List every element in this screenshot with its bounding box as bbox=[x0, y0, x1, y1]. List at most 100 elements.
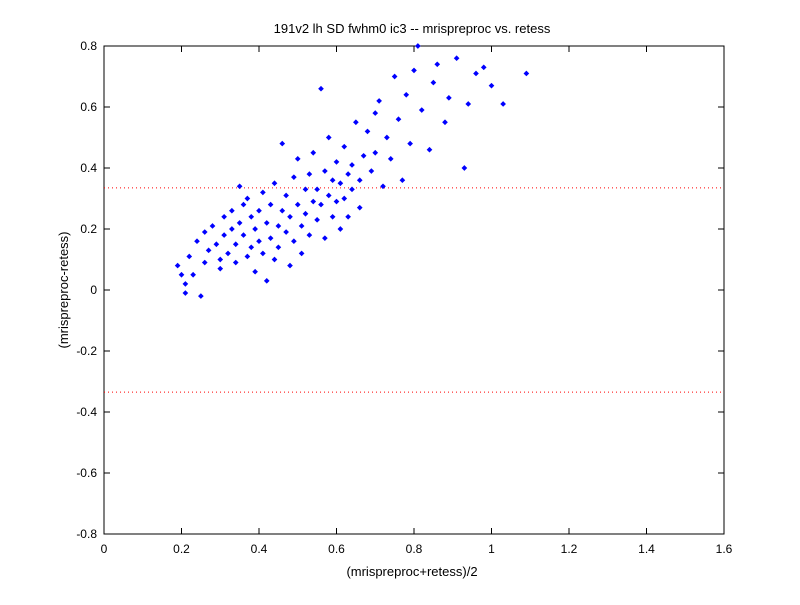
y-tick-label: -0.8 bbox=[76, 527, 97, 541]
data-point bbox=[426, 146, 433, 153]
data-point bbox=[387, 156, 394, 162]
data-point bbox=[256, 238, 262, 245]
data-point bbox=[294, 156, 301, 162]
data-point bbox=[430, 79, 437, 86]
chart-title: 191v2 lh SD fwhm0 ic3 -- mrispreproc vs.… bbox=[274, 21, 551, 36]
x-tick-label: 1.6 bbox=[716, 542, 733, 556]
x-tick-label: 0 bbox=[101, 542, 108, 556]
data-point bbox=[221, 213, 227, 220]
data-point bbox=[314, 186, 320, 193]
data-point bbox=[372, 110, 379, 116]
data-point bbox=[194, 238, 200, 245]
data-point bbox=[353, 119, 359, 126]
data-point bbox=[267, 235, 274, 241]
reference-lines bbox=[104, 187, 724, 393]
data-point bbox=[488, 82, 495, 89]
data-point bbox=[411, 67, 417, 74]
y-tick-label: -0.2 bbox=[76, 344, 97, 358]
data-point bbox=[325, 192, 332, 199]
data-point bbox=[318, 85, 324, 92]
data-points bbox=[174, 43, 530, 299]
data-point bbox=[205, 247, 212, 254]
data-point bbox=[260, 250, 266, 257]
x-tick-label: 0.8 bbox=[406, 542, 423, 556]
data-point bbox=[225, 250, 231, 257]
y-tick-label: 0 bbox=[90, 283, 97, 297]
data-point bbox=[298, 250, 305, 257]
x-axis-label: (mrispreproc+retess)/2 bbox=[346, 564, 477, 579]
data-point bbox=[201, 259, 208, 266]
data-point bbox=[523, 70, 530, 77]
data-point bbox=[310, 198, 317, 205]
data-point bbox=[291, 238, 297, 245]
data-point bbox=[314, 217, 320, 223]
data-point bbox=[364, 128, 371, 135]
axis-ticks: 0 0.2 0.4 0.6 0.8 1 1.2 1.4 1.6 -0.8 -0.6 -0.4 -0.2 0… bbox=[76, 39, 732, 556]
data-point bbox=[221, 232, 227, 238]
data-point bbox=[229, 207, 235, 214]
data-point bbox=[337, 180, 344, 187]
data-point bbox=[275, 223, 282, 229]
data-point bbox=[341, 143, 348, 150]
data-point bbox=[500, 101, 506, 107]
data-point bbox=[434, 61, 441, 68]
data-point bbox=[384, 134, 390, 141]
data-point bbox=[391, 73, 398, 80]
data-point bbox=[174, 262, 181, 269]
data-point bbox=[341, 195, 348, 202]
data-point bbox=[256, 207, 262, 214]
plot-area bbox=[103, 45, 725, 535]
data-point bbox=[248, 244, 255, 251]
data-point bbox=[442, 119, 448, 126]
x-tick-label: 1.2 bbox=[561, 542, 578, 556]
data-point bbox=[178, 271, 185, 278]
x-tick-label: 1.4 bbox=[638, 542, 655, 556]
data-point bbox=[232, 241, 239, 248]
data-point bbox=[329, 177, 336, 184]
data-point bbox=[407, 140, 413, 147]
data-point bbox=[263, 278, 270, 284]
data-point bbox=[302, 186, 309, 193]
x-tick-label: 1 bbox=[488, 542, 495, 556]
data-point bbox=[345, 171, 351, 177]
data-point bbox=[248, 213, 255, 220]
data-point bbox=[395, 116, 402, 123]
data-point bbox=[283, 229, 289, 235]
data-point bbox=[337, 226, 344, 232]
data-point bbox=[372, 149, 379, 156]
data-point bbox=[182, 290, 189, 296]
data-point bbox=[302, 210, 309, 217]
data-point bbox=[480, 64, 487, 71]
data-point bbox=[217, 265, 224, 272]
data-point bbox=[279, 140, 286, 147]
data-point bbox=[446, 95, 452, 101]
data-point bbox=[236, 220, 243, 226]
data-point bbox=[473, 70, 479, 77]
data-point bbox=[461, 165, 468, 171]
y-tick-label: 0.6 bbox=[80, 100, 97, 114]
data-point bbox=[190, 271, 196, 278]
data-point bbox=[356, 177, 363, 184]
data-point bbox=[465, 101, 472, 107]
data-point bbox=[213, 241, 220, 248]
data-point bbox=[418, 107, 425, 113]
data-point bbox=[360, 152, 367, 159]
y-axis-label: (mrispreproc-retess) bbox=[56, 231, 71, 348]
data-point bbox=[368, 168, 375, 174]
data-point bbox=[329, 213, 336, 220]
data-point bbox=[287, 262, 293, 269]
data-point bbox=[267, 201, 274, 208]
data-point bbox=[322, 168, 328, 174]
data-point bbox=[306, 171, 313, 177]
data-point bbox=[333, 159, 340, 165]
data-point bbox=[217, 256, 224, 263]
data-point bbox=[322, 235, 328, 241]
data-point bbox=[399, 177, 406, 184]
data-point bbox=[333, 198, 340, 205]
x-tick-label: 0.6 bbox=[328, 542, 345, 556]
data-point bbox=[349, 162, 355, 168]
data-point bbox=[252, 268, 258, 275]
data-point bbox=[356, 204, 363, 211]
